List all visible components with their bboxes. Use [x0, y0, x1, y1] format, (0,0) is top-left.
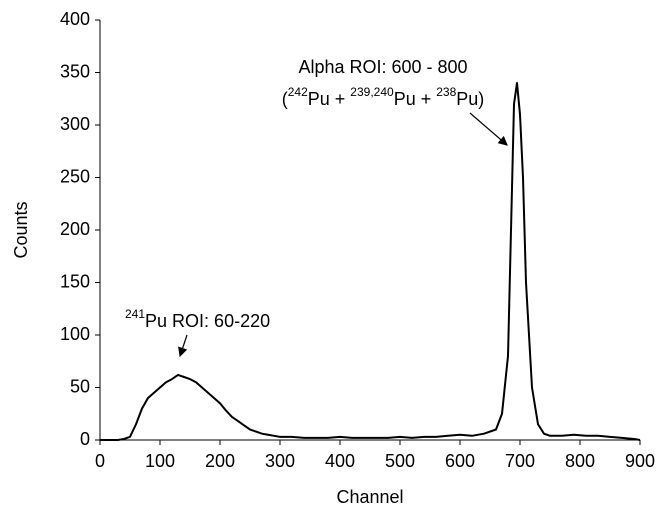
annotation-arrow	[469, 112, 508, 146]
x-tick-label: 400	[325, 451, 355, 471]
annotation-text: Alpha ROI: 600 - 800	[298, 57, 467, 77]
x-tick-label: 900	[625, 451, 655, 471]
superscript: 241	[125, 307, 145, 321]
y-tick-label: 400	[60, 9, 90, 29]
x-axis-label: Channel	[336, 487, 403, 507]
annotation-text: Pu ROI: 60-220	[145, 311, 270, 331]
annotation-text: Pu)	[456, 89, 484, 109]
y-tick-label: 300	[60, 114, 90, 134]
x-tick-label: 300	[265, 451, 295, 471]
x-tick-label: 800	[565, 451, 595, 471]
y-tick-label: 200	[60, 219, 90, 239]
x-tick-label: 100	[145, 451, 175, 471]
x-tick-label: 0	[95, 451, 105, 471]
y-tick-label: 350	[60, 61, 90, 81]
data-line	[100, 82, 641, 441]
annotation-arrow	[178, 334, 188, 358]
y-tick-label: 0	[80, 429, 90, 449]
y-tick-label: 100	[60, 324, 90, 344]
x-tick-label: 600	[445, 451, 475, 471]
x-tick-label: 700	[505, 451, 535, 471]
annotation-text: Pu +	[308, 89, 351, 109]
y-tick-label: 250	[60, 166, 90, 186]
y-tick-label: 50	[70, 376, 90, 396]
superscript: 239,240	[350, 85, 394, 99]
annotation-text: Pu +	[394, 89, 437, 109]
annotation: Alpha ROI: 600 - 800	[298, 57, 467, 77]
x-tick-label: 200	[205, 451, 235, 471]
annotation-text: (	[282, 89, 288, 109]
superscript: 242	[288, 85, 308, 99]
annotation: 241Pu ROI: 60-220	[125, 307, 270, 331]
annotation: (242Pu + 239,240Pu + 238Pu)	[282, 85, 485, 109]
y-tick-label: 150	[60, 271, 90, 291]
superscript: 238	[436, 85, 456, 99]
x-tick-label: 500	[385, 451, 415, 471]
y-axis-label: Counts	[11, 201, 31, 258]
